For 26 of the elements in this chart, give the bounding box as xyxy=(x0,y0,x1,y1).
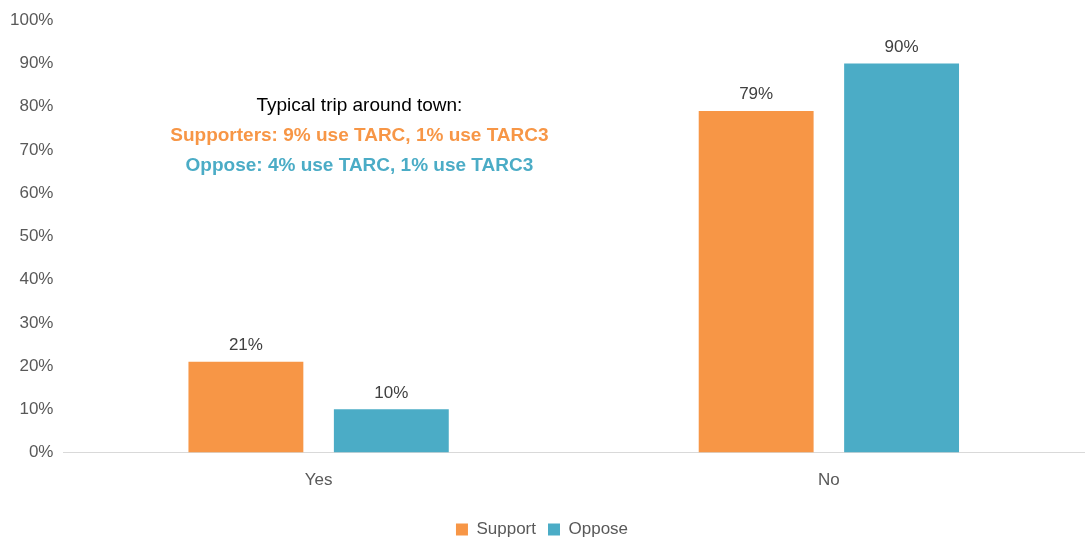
annotation: Typical trip around town: xyxy=(256,93,463,115)
bar xyxy=(333,409,449,453)
annotation: Supporters: 9% use TARC, 1% use TARC3 xyxy=(170,123,549,145)
y-tick-label: 30% xyxy=(19,312,54,332)
y-tick-label: 90% xyxy=(19,53,54,73)
text: 79% xyxy=(739,84,774,104)
x-tick-label: No xyxy=(818,470,840,490)
y-tick-label: 40% xyxy=(19,269,54,289)
legend-label: Oppose xyxy=(568,519,629,539)
y-tick-label: 100% xyxy=(10,9,54,29)
bar xyxy=(698,111,814,453)
bar xyxy=(844,63,960,453)
y-tick-label: 0% xyxy=(28,442,54,462)
y-tick-label: 20% xyxy=(19,355,54,375)
legend-label: Support xyxy=(476,519,537,539)
annotation: Oppose: 4% use TARC, 1% use TARC3 xyxy=(185,153,534,175)
x-tick-label: Yes xyxy=(304,470,333,490)
bar xyxy=(188,361,304,453)
y-tick-label: 10% xyxy=(19,399,54,419)
y-tick-label: 70% xyxy=(19,139,54,159)
text: 90% xyxy=(884,36,919,56)
y-tick-label: 60% xyxy=(19,182,54,202)
text: 10% xyxy=(374,382,409,402)
y-tick-label: 50% xyxy=(19,226,54,246)
text: 21% xyxy=(228,334,263,354)
y-tick-label: 80% xyxy=(19,96,54,116)
